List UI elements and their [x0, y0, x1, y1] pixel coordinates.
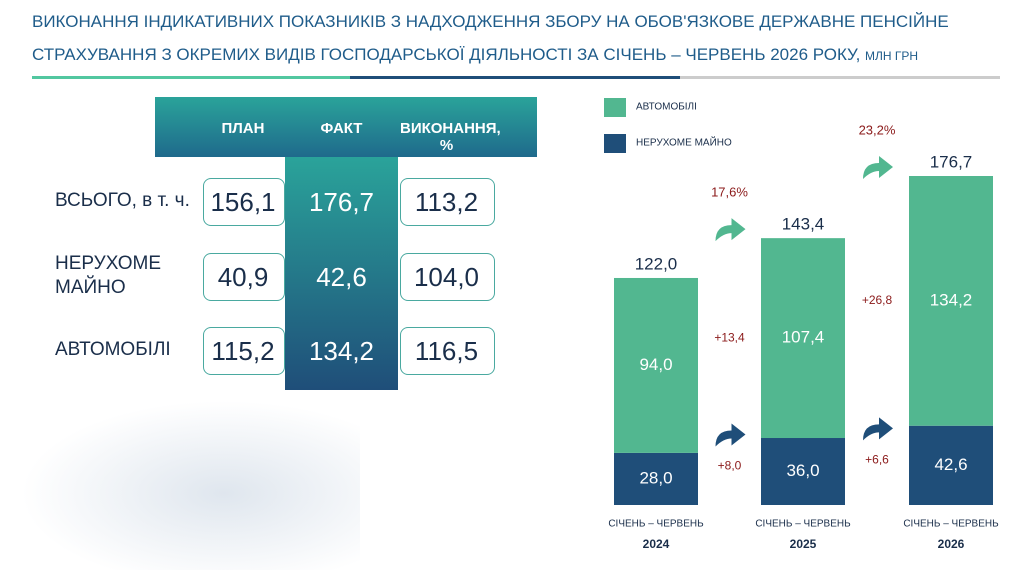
total-label: 122,0 [635, 254, 678, 273]
bar-segment [909, 176, 993, 426]
legend-label: НЕРУХОМЕ МАЙНО [636, 136, 732, 149]
cell: 40,9 [217, 262, 269, 292]
title-line: СТРАХУВАННЯ З ОКРЕМИХ ВИДІВ ГОСПОДАРСЬКО… [32, 45, 861, 64]
total-label: 143,4 [782, 215, 825, 234]
cell: 116,5 [414, 336, 479, 366]
total-label: 176,7 [930, 152, 973, 171]
title: СТРАХУВАННЯ З ОКРЕМИХ ВИДІВ ГОСПОДАРСЬКО… [32, 45, 918, 65]
fact-band [285, 157, 398, 390]
growth-label: 17,6% [711, 185, 748, 200]
x-tick-label: 2024 [643, 537, 670, 551]
photo-placeholder [20, 400, 360, 570]
legend-swatch [604, 134, 626, 153]
table-header [155, 97, 537, 157]
cell: 42,6 [316, 262, 367, 292]
rule [32, 76, 350, 79]
cell: 156,1 [210, 187, 276, 217]
arrow-icon [863, 156, 893, 179]
row-label: НЕРУХОМЕ МАЙНО [55, 253, 162, 298]
x-tick-label: 2025 [790, 537, 817, 551]
bar-segment [761, 238, 845, 439]
rule [680, 76, 1000, 79]
cell-box [203, 253, 285, 301]
cell-box [400, 327, 495, 375]
value-label: 36,0 [786, 461, 819, 480]
change-label: +8,0 [718, 459, 742, 473]
growth-label: 23,2% [859, 122, 896, 137]
cell: 134,2 [308, 336, 375, 366]
cell: 176,7 [308, 187, 375, 217]
period-label: СІЧЕНЬ – ЧЕРВЕНЬ [755, 519, 851, 530]
cell-box [203, 327, 285, 375]
value-label: 94,0 [639, 355, 672, 374]
arrow-icon [715, 218, 746, 242]
value-label: 28,0 [639, 468, 672, 487]
cell-box [400, 178, 495, 226]
legend-label: АВТОМОБІЛІ [636, 102, 697, 113]
cell-box [400, 253, 495, 301]
bar-segment [909, 425, 993, 505]
bar-segment [614, 277, 698, 453]
period-label: СІЧЕНЬ – ЧЕРВЕНЬ [608, 519, 704, 530]
unit: МЛН ГРН [865, 49, 919, 63]
title: ВИКОНАННЯ ІНДИКАТИВНИХ ПОКАЗНИКІВ З НАДХ… [32, 12, 949, 31]
row-label: АВТОМОБІЛІ [55, 339, 171, 360]
bar-segment [614, 452, 698, 505]
column-header: ПЛАН [221, 120, 265, 137]
cell: 115,2 [211, 336, 275, 366]
bar-segment [761, 438, 845, 505]
value-label: 107,4 [782, 328, 825, 347]
rule [350, 76, 680, 79]
change-label: +13,4 [714, 330, 745, 344]
column-header: ВИКОНАННЯ, % [400, 120, 501, 154]
value-label: 42,6 [934, 455, 967, 474]
column-header: ФАКТ [320, 120, 363, 137]
cell: 113,2 [414, 187, 479, 217]
period-label: СІЧЕНЬ – ЧЕРВЕНЬ [903, 519, 999, 530]
arrow-icon [715, 423, 746, 447]
row-label: ВСЬОГО, в т. ч. [55, 190, 190, 211]
cell-box [203, 178, 285, 226]
arrow-icon [863, 417, 893, 441]
change-label: +6,6 [865, 453, 889, 467]
change-label: +26,8 [862, 293, 893, 307]
x-tick-label: 2026 [938, 537, 965, 551]
legend-swatch [604, 98, 626, 117]
value-label: 134,2 [930, 290, 973, 309]
cell: 104,0 [413, 262, 480, 292]
